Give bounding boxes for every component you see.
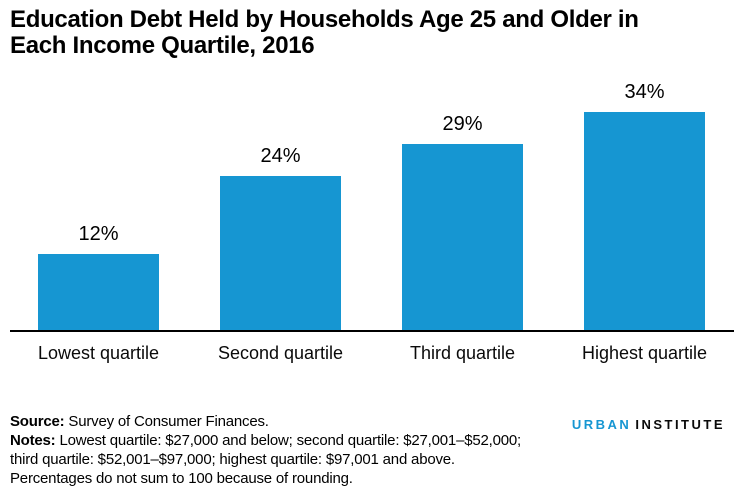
bar-value-label: 34% — [624, 81, 665, 103]
x-axis-line — [10, 330, 734, 332]
footer-notes: Source: Survey of Consumer Finances. Not… — [10, 412, 580, 488]
rounding-note: Percentages do not sum to 100 because of… — [10, 470, 353, 487]
x-axis-label: Highest quartile — [581, 343, 708, 363]
chart-title-line2: Each Income Quartile, 2016 — [10, 32, 315, 59]
x-axis-label: Lowest quartile — [37, 343, 160, 363]
chart-title: Education Debt Held by Households Age 25… — [10, 7, 639, 59]
source-line: Source: Survey of Consumer Finances. — [10, 412, 580, 431]
x-axis-label: Second quartile — [217, 343, 344, 363]
bar-highest-quartile — [584, 112, 705, 331]
source-text: Survey of Consumer Finances. — [64, 413, 269, 430]
bar-second-quartile — [220, 176, 341, 331]
logo-urban-text: URBAN — [571, 417, 632, 432]
chart-title-line1: Education Debt Held by Households Age 25… — [10, 6, 639, 33]
notes-text-1: Lowest quartile: $27,000 and below; seco… — [55, 432, 522, 449]
source-label: Source: — [10, 413, 65, 430]
x-axis-label: Third quartile — [409, 343, 516, 363]
urban-institute-logo: URBAN INSTITUTE — [572, 417, 725, 432]
bar-value-label: 12% — [78, 223, 119, 245]
bar-third-quartile — [402, 144, 523, 331]
notes-line-1: Notes: Lowest quartile: $27,000 and belo… — [10, 431, 580, 450]
notes-line-2: third quartile: $52,001–$97,000; highest… — [10, 451, 455, 468]
bar-lowest-quartile — [38, 254, 159, 331]
bar-value-label: 24% — [260, 145, 301, 167]
notes-label: Notes: — [10, 432, 56, 449]
logo-institute-text: INSTITUTE — [635, 417, 725, 432]
bar-value-label: 29% — [442, 113, 483, 135]
plot-area: 12% 24% 29% 34% — [38, 81, 705, 331]
